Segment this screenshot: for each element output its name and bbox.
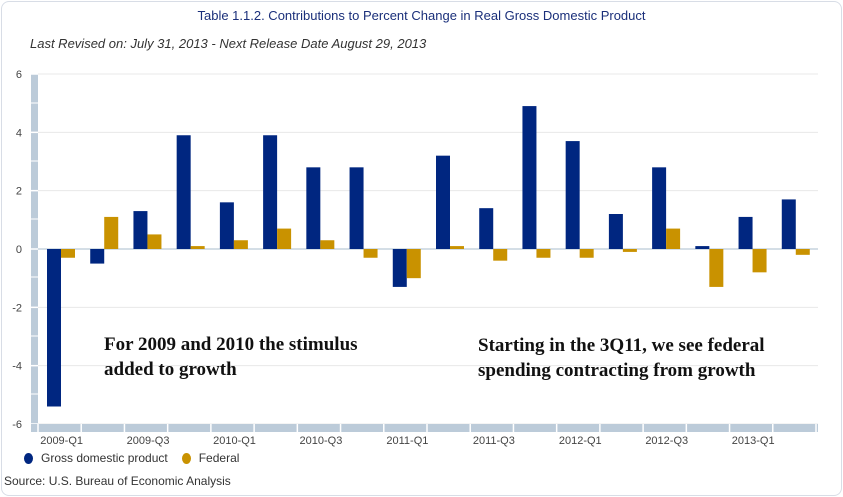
x-tick-label: 2011-Q1	[386, 435, 428, 447]
y-tick-label: -2	[12, 302, 22, 314]
bar-gdp	[219, 202, 234, 249]
bar-gdp	[695, 246, 710, 249]
bar-gdp	[47, 249, 61, 407]
bar-gdp	[176, 135, 191, 249]
legend: Gross domestic product Federal	[24, 451, 239, 465]
y-tick-label: 4	[16, 127, 22, 139]
bar-federal	[320, 240, 335, 249]
annotation-contracting-line-1: Starting in the 3Q11, we see federal	[478, 335, 765, 356]
bar-gdp	[522, 106, 537, 249]
bar-federal	[752, 249, 767, 273]
bar-gdp	[738, 216, 753, 249]
bar-gdp	[263, 135, 278, 249]
x-tick-label: 2012-Q3	[645, 435, 688, 447]
legend-item-gdp[interactable]: Gross domestic product	[24, 451, 168, 465]
y-tick-label: -4	[12, 361, 22, 373]
bar-gdp	[652, 167, 667, 249]
chart-subtitle: Last Revised on: July 31, 2013 - Next Re…	[30, 36, 427, 51]
bar-federal	[233, 240, 248, 249]
bar-federal	[450, 246, 464, 249]
bar-federal	[406, 249, 421, 279]
chart-title: Table 1.1.2. Contributions to Percent Ch…	[197, 8, 646, 23]
y-axis: 6 4 2 0 -2 -4 -6	[12, 69, 38, 432]
bar-gdp	[608, 214, 623, 249]
bar-gdp	[133, 211, 148, 249]
bar-federal	[104, 216, 119, 249]
x-tick-label: 2010-Q3	[300, 435, 343, 447]
bar-gdp	[392, 249, 407, 287]
y-tick-label: -6	[12, 419, 22, 431]
bars	[47, 106, 810, 407]
bar-federal	[795, 249, 810, 255]
y-tick-label: 0	[16, 244, 22, 256]
x-axis-band	[31, 424, 818, 432]
bar-federal	[277, 228, 292, 249]
y-tick-label: 2	[16, 186, 22, 198]
annotation-stimulus-line-2: added to growth	[104, 359, 237, 380]
bar-federal	[61, 249, 75, 258]
bar-gdp	[306, 167, 321, 249]
bar-gdp	[781, 199, 796, 249]
bar-federal	[709, 249, 724, 287]
annotation-contracting-line-2: spending contracting from growth	[478, 360, 756, 381]
source-note: Source: U.S. Bureau of Economic Analysis	[4, 474, 231, 488]
x-tick-label: 2013-Q1	[732, 435, 775, 447]
legend-marker-federal	[181, 452, 191, 464]
bar-gdp	[565, 141, 580, 249]
bar-gdp	[90, 249, 105, 264]
annotation-stimulus-line-1: For 2009 and 2010 the stimulus	[104, 334, 358, 355]
bar-federal	[536, 249, 551, 258]
bar-federal	[147, 234, 162, 249]
bar-federal	[622, 249, 637, 252]
legend-marker-gdp	[24, 452, 33, 464]
y-axis-band	[31, 74, 38, 432]
bar-gdp	[436, 155, 450, 249]
bar-gdp	[349, 167, 364, 249]
x-axis: 2009-Q1 2009-Q3 2010-Q1 2010-Q3 2011-Q1 2011-…	[31, 424, 818, 447]
x-tick-label: 2011-Q3	[473, 435, 515, 447]
legend-label-gdp: Gross domestic product	[41, 451, 168, 465]
bar-federal	[190, 246, 205, 249]
legend-label-federal: Federal	[198, 451, 240, 465]
x-tick-label: 2009-Q1	[40, 435, 83, 447]
bar-federal	[579, 249, 594, 258]
x-tick-label: 2010-Q1	[213, 435, 256, 447]
bar-gdp	[479, 208, 494, 249]
legend-item-federal[interactable]: Federal	[181, 451, 240, 465]
y-tick-label: 6	[16, 69, 22, 81]
bar-federal	[666, 228, 681, 249]
x-tick-label: 2012-Q1	[559, 435, 602, 447]
x-tick-label: 2009-Q3	[127, 435, 170, 447]
bar-federal	[493, 249, 508, 261]
bar-federal	[363, 249, 378, 258]
